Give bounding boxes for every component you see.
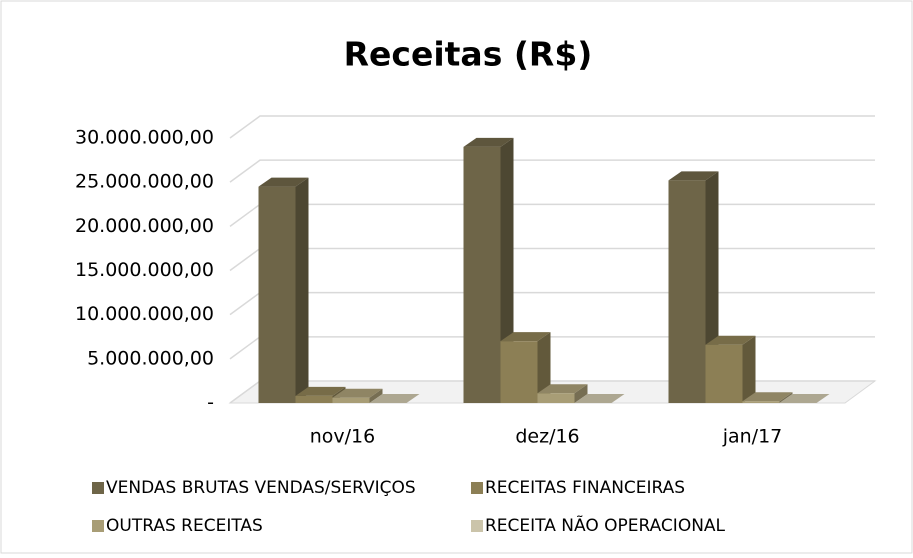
bar-front: [705, 344, 743, 403]
bar-top: [258, 177, 309, 187]
bar-front: [332, 397, 370, 403]
bar-side: [574, 384, 588, 403]
bar-top: [574, 394, 625, 403]
bar-front: [668, 180, 706, 403]
bar-front: [295, 395, 333, 403]
bar-side: [295, 177, 309, 403]
bar-side: [537, 332, 551, 403]
bar-side: [742, 335, 756, 403]
grid-line: [229, 115, 875, 139]
bar: [779, 394, 830, 403]
bar-top: [668, 171, 719, 181]
bar-front: [537, 393, 575, 403]
x-tick-label: nov/16: [310, 426, 376, 448]
bar: [705, 335, 756, 403]
chart-title: Receitas (R$): [344, 35, 593, 74]
legend-swatch: [471, 520, 483, 532]
bar: [668, 171, 719, 403]
bar-front: [742, 401, 780, 403]
bar-side: [369, 388, 383, 403]
bar-top: [295, 386, 346, 396]
bar-top: [500, 332, 551, 342]
y-tick-label: 30.000.000,00: [75, 127, 214, 149]
legend-swatch: [471, 482, 483, 494]
y-tick-label: 10.000.000,00: [75, 303, 214, 325]
legend-label: RECEITA NÃO OPERACIONAL: [485, 514, 726, 536]
legend-label: OUTRAS RECEITAS: [106, 516, 263, 536]
legend-swatch: [92, 482, 104, 494]
bar: [332, 388, 383, 403]
legend-label: RECEITAS FINANCEIRAS: [485, 478, 685, 498]
bar: [369, 394, 420, 403]
bar: [258, 177, 309, 403]
bar: [742, 392, 793, 403]
y-tick-label: 20.000.000,00: [75, 215, 214, 237]
legend-label: VENDAS BRUTAS VENDAS/SERVIÇOS: [106, 478, 416, 498]
grid-line: [229, 159, 875, 183]
bar-front: [258, 186, 296, 403]
bar: [574, 394, 625, 403]
y-tick-label: 15.000.000,00: [75, 259, 214, 281]
x-tick-label: jan/17: [722, 426, 783, 448]
y-tick-label: 5.000.000,00: [87, 347, 214, 369]
bar-top: [537, 384, 588, 394]
bar-top: [369, 394, 420, 403]
bar-top: [463, 137, 514, 147]
bar: [500, 332, 551, 403]
bar-top: [705, 335, 756, 345]
legend-swatch: [92, 520, 104, 532]
bar-front: [500, 341, 538, 403]
bar-side: [779, 392, 793, 403]
y-tick-label: -: [207, 392, 214, 414]
bar: [537, 384, 588, 403]
x-tick-label: dez/16: [515, 426, 579, 448]
bar-top: [332, 388, 383, 398]
bar-top: [742, 392, 793, 402]
y-tick-label: 25.000.000,00: [75, 171, 214, 193]
bar-front: [463, 146, 501, 404]
bar-top: [779, 394, 830, 403]
